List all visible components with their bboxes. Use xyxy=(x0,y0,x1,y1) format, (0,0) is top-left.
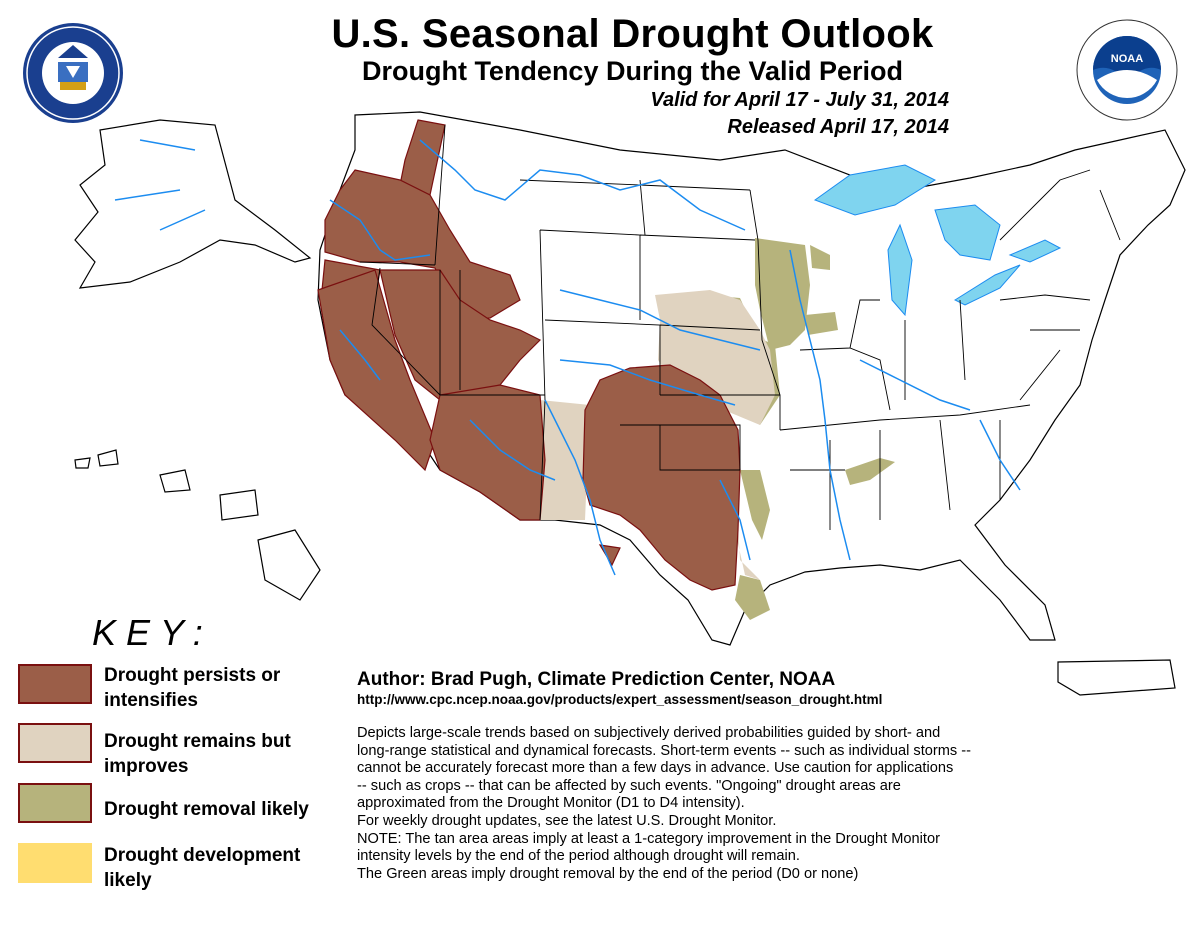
puerto-rico-land xyxy=(1057,659,1176,696)
persists-label-line-1: Drought persists or xyxy=(104,665,281,686)
hawaii-islands xyxy=(74,449,321,601)
improves-areas xyxy=(535,290,775,580)
alaska-land xyxy=(74,119,312,289)
release-date: Released April 17, 2014 xyxy=(727,116,949,138)
commerce-seal-icon xyxy=(23,23,123,123)
notes-line: The Green areas imply drought removal by… xyxy=(357,865,859,882)
notes-line: intensity levels by the end of the perio… xyxy=(357,848,800,865)
notes-line: approximated from the Drought Monitor (D… xyxy=(357,795,745,812)
valid-period: Valid for April 17 - July 31, 2014 xyxy=(650,89,949,111)
notes-line: -- such as crops -- that can be affected… xyxy=(357,777,901,794)
notes-line: Depicts large-scale trends based on subj… xyxy=(357,725,941,741)
page-subtitle: Drought Tendency During the Valid Period xyxy=(361,56,904,86)
notes-block: Depicts large-scale trends based on subj… xyxy=(357,725,1157,883)
notes-line: cannot be accurately forecast more than … xyxy=(357,760,954,777)
author-line: Author: Brad Pugh, Climate Prediction Ce… xyxy=(357,669,836,690)
page-title: U.S. Seasonal Drought Outlook xyxy=(331,12,934,56)
great-lakes xyxy=(813,164,1062,317)
removal-label: Drought removal likely xyxy=(104,797,349,822)
removal-label-line-1: Drought removal likely xyxy=(104,799,309,820)
development-label-line-1: Drought development xyxy=(104,845,301,866)
rivers xyxy=(329,139,1021,576)
improves-swatch xyxy=(18,723,92,763)
persists-swatch xyxy=(18,664,92,704)
development-label-line-2: likely xyxy=(104,870,152,891)
persists-label-line-2: intensifies xyxy=(104,690,198,711)
development-swatch xyxy=(18,843,92,883)
development-label: Drought development likely xyxy=(104,843,349,893)
notes-line: long-range statistical and dynamical for… xyxy=(357,742,971,759)
removal-swatch xyxy=(18,783,92,823)
persists-label: Drought persists or intensifies xyxy=(104,663,349,713)
state-boundaries xyxy=(359,124,1121,530)
noaa-logo-text: NOAA xyxy=(1111,53,1143,65)
improves-label-line-2: improves xyxy=(104,756,189,777)
notes-line: For weekly drought updates, see the late… xyxy=(357,812,777,829)
improves-label-line-1: Drought remains but xyxy=(104,731,291,752)
improves-label: Drought remains but improves xyxy=(104,729,349,779)
key-title: KEY: xyxy=(92,612,213,653)
noaa-logo-icon: NOAA xyxy=(1076,19,1178,121)
source-url[interactable]: http://www.cpc.ncep.noaa.gov/products/ex… xyxy=(357,692,883,707)
notes-line: NOTE: The tan area areas imply at least … xyxy=(357,830,940,847)
